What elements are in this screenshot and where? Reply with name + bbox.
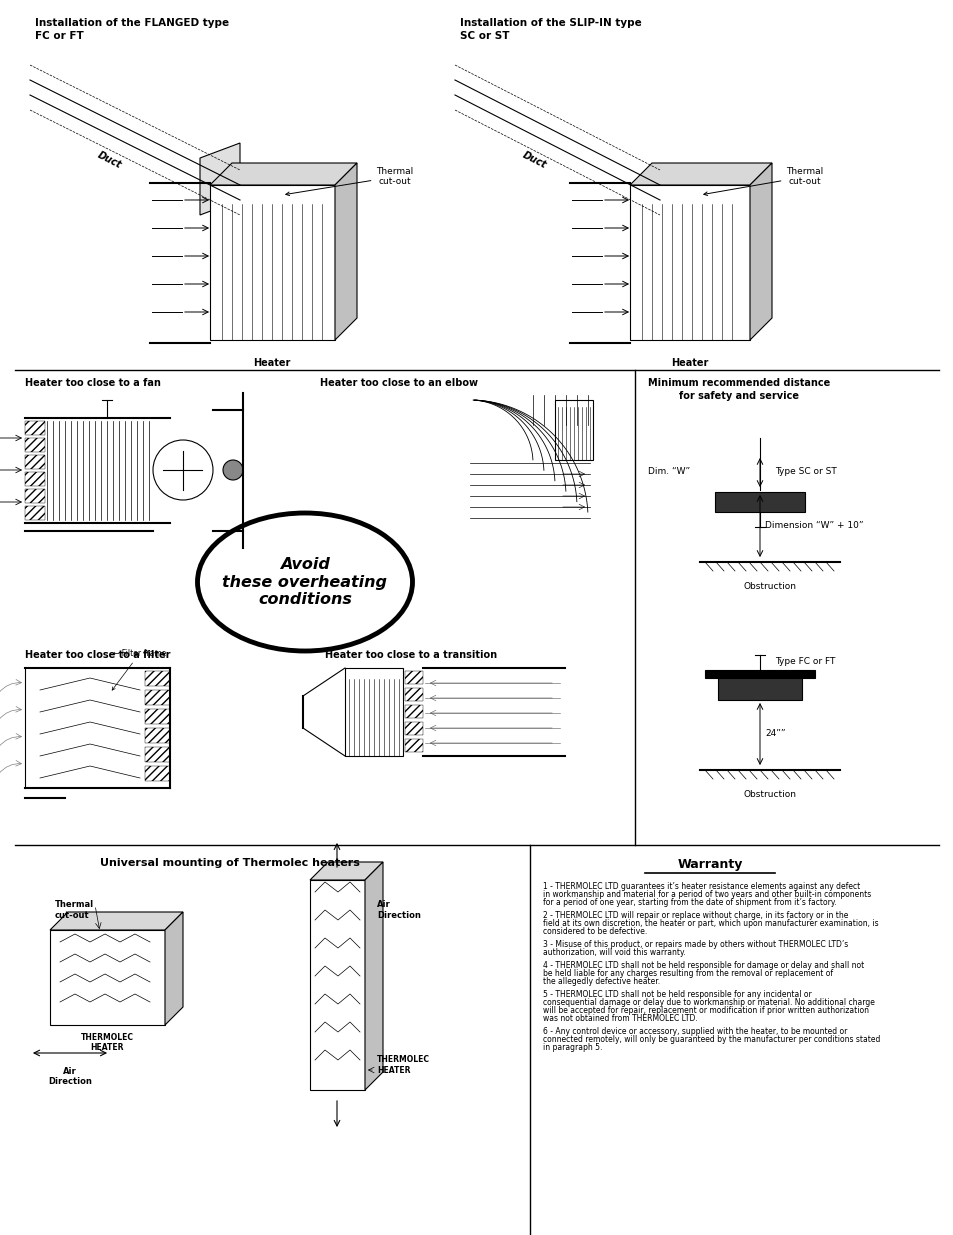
Text: Obstruction: Obstruction — [742, 582, 796, 592]
Text: Dim. “W”: Dim. “W” — [647, 468, 689, 477]
Text: 5 - THERMOLEC LTD shall not be held responsible for any incidental or: 5 - THERMOLEC LTD shall not be held resp… — [542, 990, 811, 999]
Circle shape — [223, 459, 243, 480]
Text: will be accepted for repair, replacement or modification if prior written author: will be accepted for repair, replacement… — [542, 1007, 868, 1015]
Text: in paragraph 5.: in paragraph 5. — [542, 1044, 601, 1052]
Text: 3 - Misuse of this product, or repairs made by others without THERMOLEC LTD’s: 3 - Misuse of this product, or repairs m… — [542, 940, 847, 948]
Text: was not obtained from THERMOLEC LTD.: was not obtained from THERMOLEC LTD. — [542, 1014, 697, 1023]
Text: 4 - THERMOLEC LTD shall not be held responsible for damage or delay and shall no: 4 - THERMOLEC LTD shall not be held resp… — [542, 961, 863, 969]
Circle shape — [152, 440, 213, 500]
Polygon shape — [200, 143, 240, 215]
Text: considered to be defective.: considered to be defective. — [542, 927, 646, 936]
Ellipse shape — [197, 513, 412, 651]
Text: Heater: Heater — [253, 358, 291, 368]
Text: 1 - THERMOLEC LTD guarantees it’s heater resistance elements against any defect: 1 - THERMOLEC LTD guarantees it’s heater… — [542, 882, 860, 890]
Polygon shape — [365, 862, 382, 1091]
Text: in workmanship and material for a period of two years and other built-in compone: in workmanship and material for a period… — [542, 890, 870, 899]
Text: for a period of one year, starting from the date of shipment from it’s factory.: for a period of one year, starting from … — [542, 898, 836, 906]
Text: Universal mounting of Thermolec heaters: Universal mounting of Thermolec heaters — [100, 858, 359, 868]
FancyBboxPatch shape — [555, 400, 593, 459]
FancyBboxPatch shape — [210, 185, 335, 340]
FancyBboxPatch shape — [704, 671, 814, 678]
Text: Minimum recommended distance
for safety and service: Minimum recommended distance for safety … — [647, 378, 829, 401]
Text: 24””: 24”” — [764, 730, 784, 739]
Polygon shape — [629, 163, 771, 185]
Polygon shape — [50, 911, 183, 930]
Text: Air
Direction: Air Direction — [48, 1067, 91, 1087]
Text: Dimension “W” + 10”: Dimension “W” + 10” — [764, 521, 862, 531]
FancyBboxPatch shape — [629, 185, 749, 340]
Text: Thermal
cut-out: Thermal cut-out — [55, 900, 94, 920]
Polygon shape — [210, 163, 356, 185]
Text: Installation of the FLANGED type
FC or FT: Installation of the FLANGED type FC or F… — [35, 19, 229, 41]
Text: consequential damage or delay due to workmanship or material. No additional char: consequential damage or delay due to wor… — [542, 998, 874, 1007]
Text: Air
Direction: Air Direction — [376, 900, 420, 920]
Text: Heater too close to a filter: Heater too close to a filter — [25, 650, 171, 659]
Text: connected remotely, will only be guaranteed by the manufacturer per conditions s: connected remotely, will only be guarant… — [542, 1035, 880, 1044]
Text: THERMOLEC
HEATER: THERMOLEC HEATER — [376, 1055, 430, 1074]
Text: Duct: Duct — [96, 149, 124, 170]
Text: Type FC or FT: Type FC or FT — [774, 657, 835, 667]
Text: ← Filter frame: ← Filter frame — [112, 650, 166, 690]
Polygon shape — [749, 163, 771, 340]
FancyBboxPatch shape — [310, 881, 365, 1091]
Polygon shape — [335, 163, 356, 340]
Text: Type SC or ST: Type SC or ST — [774, 468, 836, 477]
Text: field at its own discretion, the heater or part, which upon manufacturer examina: field at its own discretion, the heater … — [542, 919, 878, 927]
Text: Duct: Duct — [521, 149, 548, 170]
Text: Heater too close to a transition: Heater too close to a transition — [325, 650, 497, 659]
Text: Obstruction: Obstruction — [742, 790, 796, 799]
FancyBboxPatch shape — [718, 678, 801, 700]
Text: Heater: Heater — [671, 358, 708, 368]
Text: Installation of the SLIP-IN type
SC or ST: Installation of the SLIP-IN type SC or S… — [459, 19, 641, 41]
Text: Thermal
cut-out: Thermal cut-out — [286, 167, 414, 195]
Text: Avoid
these overheating
conditions: Avoid these overheating conditions — [222, 557, 387, 606]
Polygon shape — [165, 911, 183, 1025]
Text: THERMOLEC
HEATER: THERMOLEC HEATER — [80, 1032, 133, 1052]
Text: the allegedly defective heater.: the allegedly defective heater. — [542, 977, 659, 986]
Text: Warranty: Warranty — [677, 858, 741, 871]
FancyBboxPatch shape — [345, 668, 402, 756]
Polygon shape — [310, 862, 382, 881]
Text: authorization, will void this warranty.: authorization, will void this warranty. — [542, 948, 685, 957]
Text: Heater too close to an elbow: Heater too close to an elbow — [319, 378, 477, 388]
FancyBboxPatch shape — [50, 930, 165, 1025]
Text: 6 - Any control device or accessory, supplied with the heater, to be mounted or: 6 - Any control device or accessory, sup… — [542, 1028, 846, 1036]
Text: Thermal
cut-out: Thermal cut-out — [703, 167, 822, 195]
Text: Heater too close to a fan: Heater too close to a fan — [25, 378, 161, 388]
Text: be held liable for any charges resulting from the removal or replacement of: be held liable for any charges resulting… — [542, 969, 832, 978]
Text: 2 - THERMOLEC LTD will repair or replace without charge, in its factory or in th: 2 - THERMOLEC LTD will repair or replace… — [542, 911, 847, 920]
FancyBboxPatch shape — [714, 492, 804, 513]
